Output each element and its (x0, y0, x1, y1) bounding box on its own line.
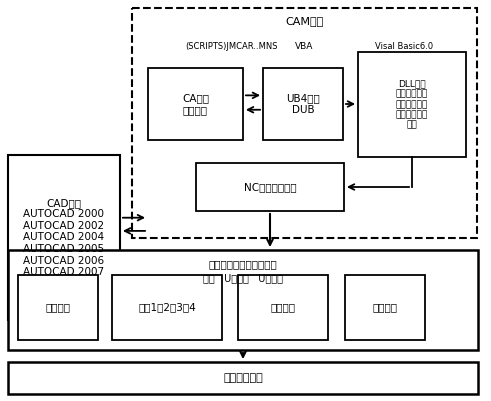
Text: VBA: VBA (295, 42, 313, 51)
Text: CAD部分
AUTOCAD 2000
AUTOCAD 2002
AUTOCAD 2004
AUTOCAD 2005
AUTOCAD 2006
AUTOCAD 2: CAD部分 AUTOCAD 2000 AUTOCAD 2002 AUTOCAD … (24, 198, 105, 277)
Bar (132, 8, 477, 238)
Bar (8, 362, 478, 394)
Bar (196, 163, 344, 211)
Bar (8, 155, 120, 320)
Text: CAM部分: CAM部分 (286, 16, 324, 26)
Text: 主机1，2，3，4: 主机1，2，3，4 (138, 302, 196, 312)
Text: NC数据生成功能: NC数据生成功能 (244, 182, 296, 192)
Text: 汽车纵梁数控冲孔生产线: 汽车纵梁数控冲孔生产线 (209, 259, 277, 269)
Bar (8, 250, 478, 350)
Bar (238, 275, 328, 340)
Bar (112, 275, 222, 340)
Bar (263, 68, 343, 140)
Text: 下料装置: 下料装置 (373, 302, 398, 312)
Bar (345, 275, 425, 340)
Text: Visal Basic6.0: Visal Basic6.0 (375, 42, 433, 51)
Text: 汽车纵梁产品: 汽车纵梁产品 (223, 373, 263, 383)
Text: DLL工程
窗体、模块、
类、过程、函
数、链接、引
用等: DLL工程 窗体、模块、 类、过程、函 数、链接、引 用等 (396, 79, 428, 130)
Bar (358, 52, 466, 157)
Text: CA系统
图标菜单: CA系统 图标菜单 (182, 93, 209, 115)
Text: (SCRIPTS)JMCAR..MNS: (SCRIPTS)JMCAR..MNS (185, 42, 277, 51)
Text: 上料装置: 上料装置 (46, 302, 71, 312)
Text: UB4工程
DUB: UB4工程 DUB (286, 93, 320, 115)
Text: 数控系统: 数控系统 (271, 302, 296, 312)
Bar (18, 275, 98, 340)
Text: 平板   U形槽面   U形三面: 平板 U形槽面 U形三面 (203, 273, 283, 283)
Bar (148, 68, 243, 140)
